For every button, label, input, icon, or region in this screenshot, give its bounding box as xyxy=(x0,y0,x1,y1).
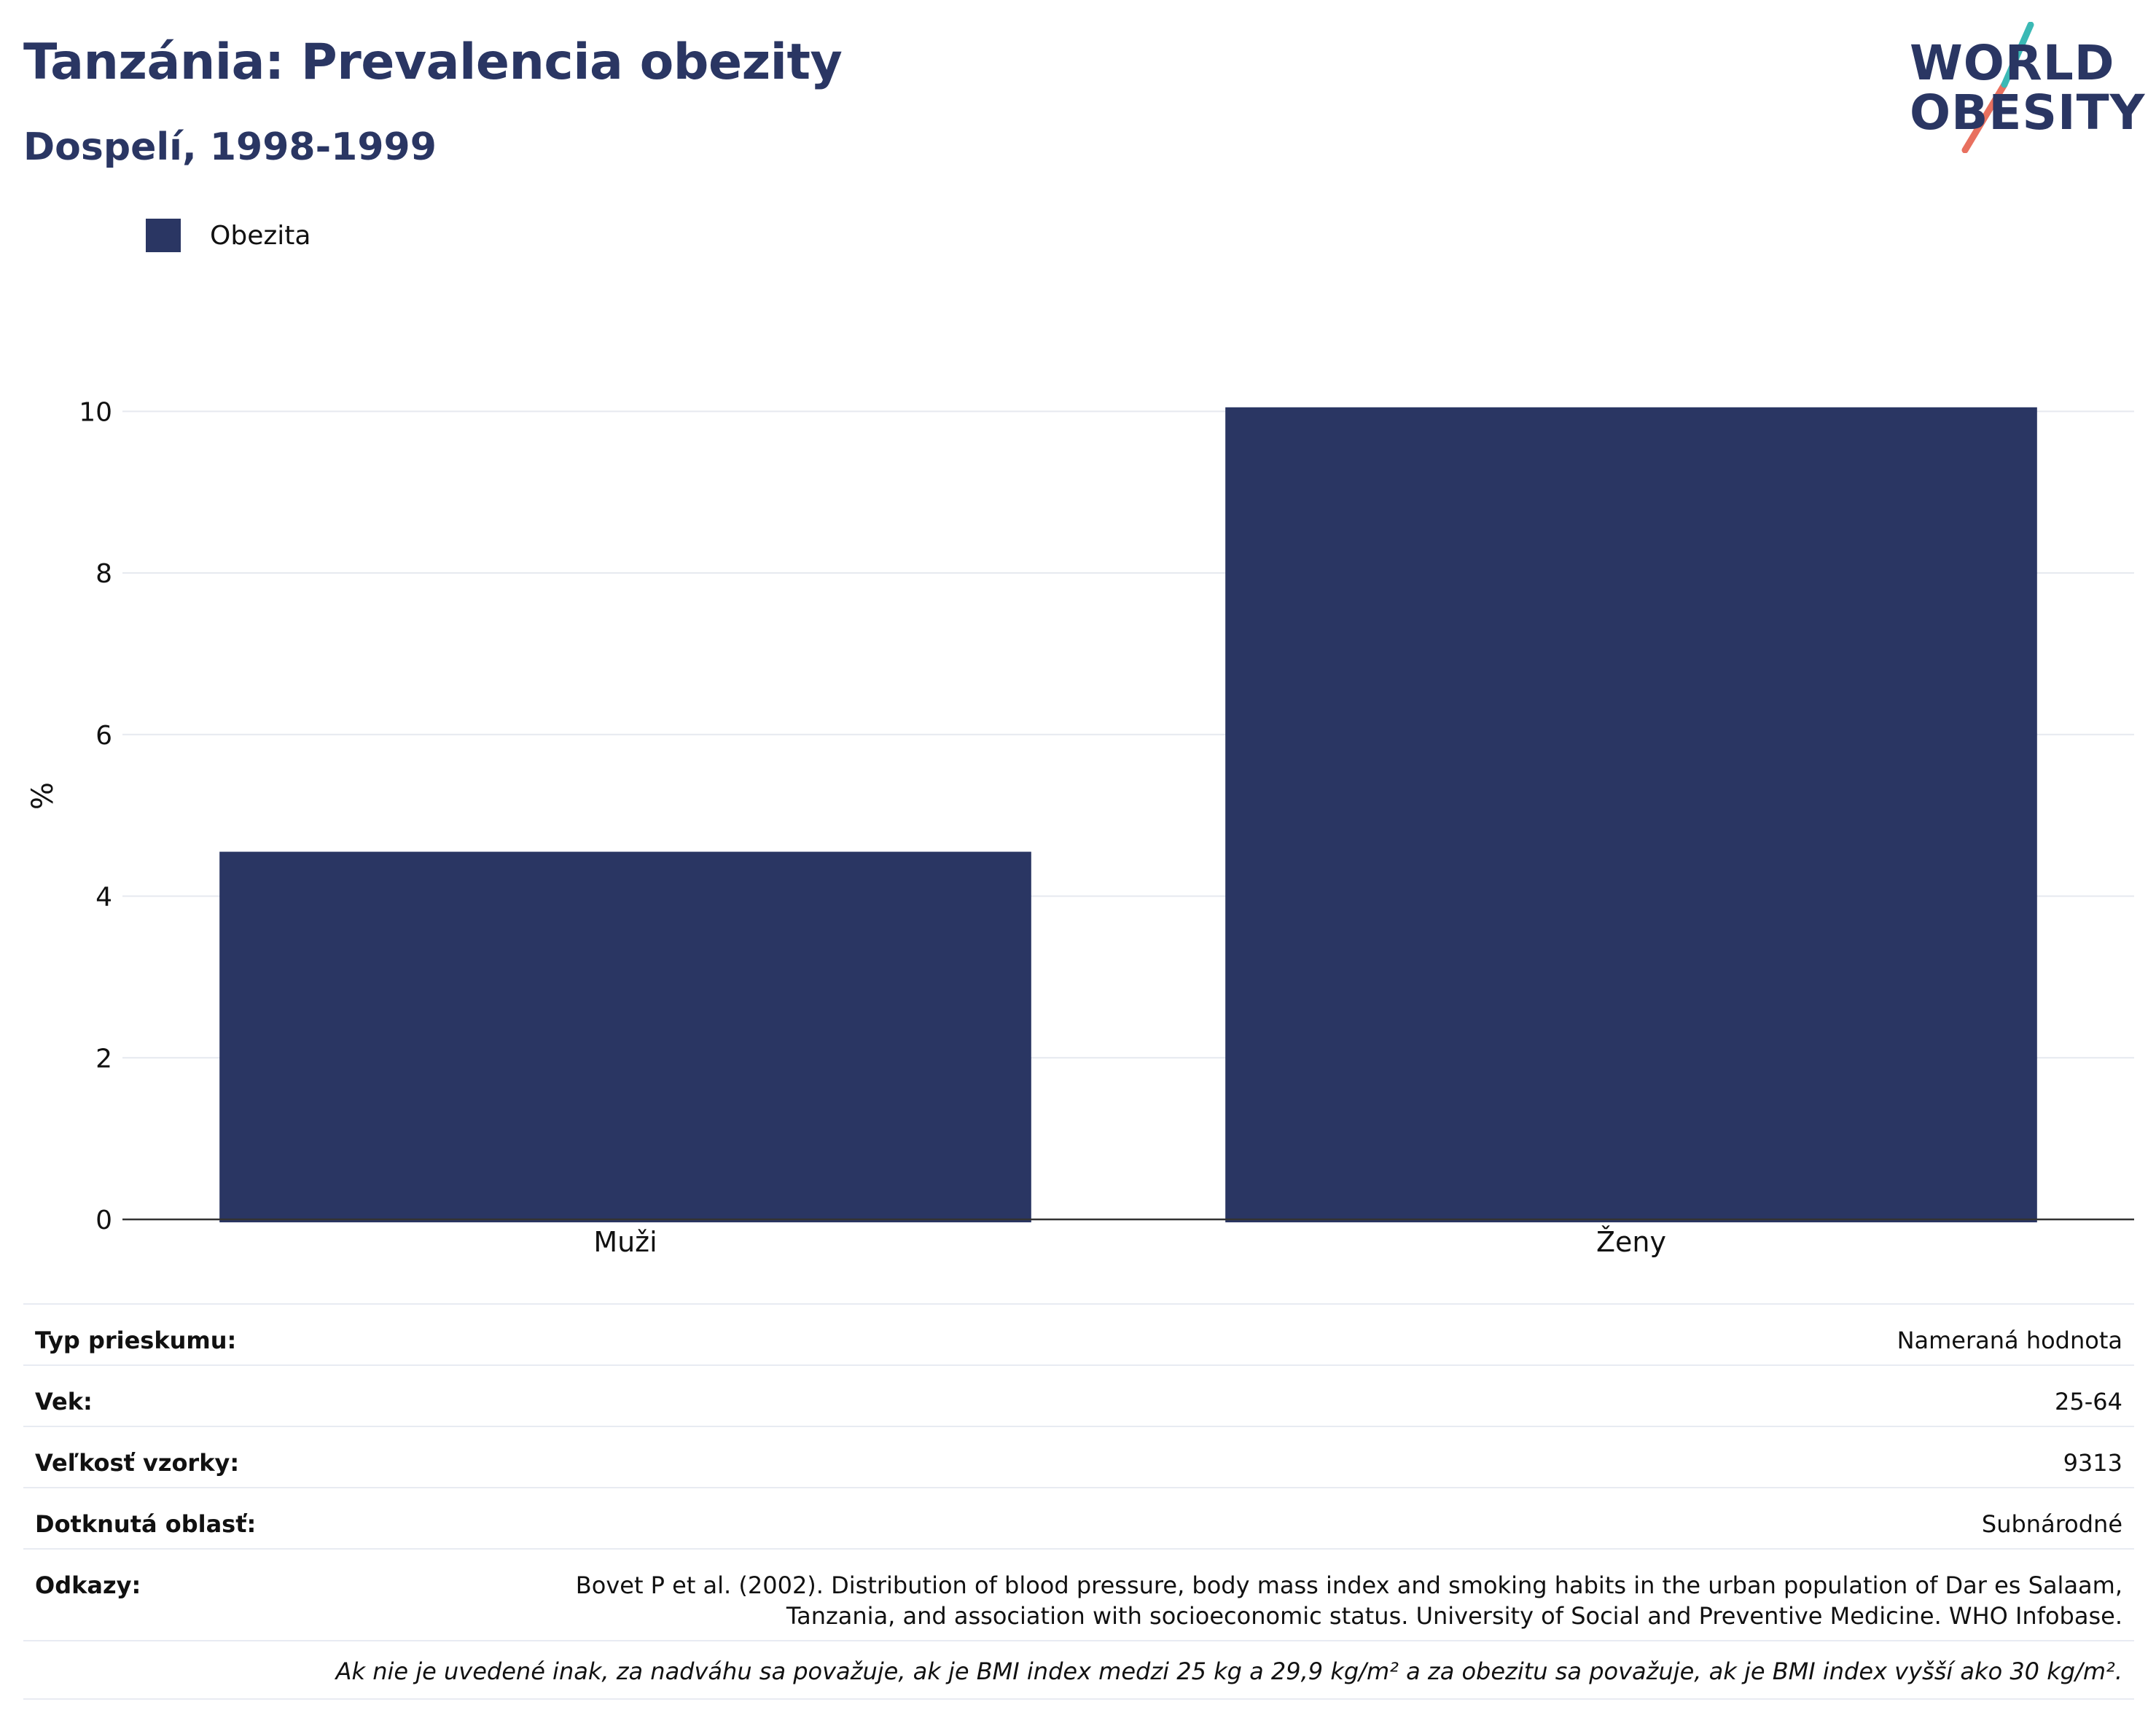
y-tick-label: 8 xyxy=(95,559,112,589)
info-row-area: Dotknutá oblasť: Subnárodné xyxy=(23,1487,2134,1548)
y-tick-label: 4 xyxy=(95,883,112,913)
y-tick-label: 6 xyxy=(95,721,112,751)
info-row-sample-size: Veľkosť vzorky: 9313 xyxy=(23,1426,2134,1487)
info-value-sample-size: 9313 xyxy=(2063,1449,2122,1477)
info-label-area: Dotknutá oblasť: xyxy=(35,1510,257,1538)
y-axis-title: % xyxy=(26,782,60,810)
info-row-age: Vek: 25-64 xyxy=(23,1364,2134,1426)
info-value-survey-type: Nameraná hodnota xyxy=(1897,1327,2122,1354)
legend-label-obezita: Obezita xyxy=(210,220,311,251)
y-tick-label: 2 xyxy=(95,1044,112,1074)
logo-word-obesity: OBESITY xyxy=(1910,85,2146,141)
info-label-age: Vek: xyxy=(35,1388,93,1415)
bar-chart: 0 2 4 6 8 10 Muži Ženy% xyxy=(0,364,2156,1283)
world-obesity-logo: WORLD OBESITY xyxy=(1895,22,2146,153)
chart-subtitle: Dospelí, 1998-1999 xyxy=(23,125,437,169)
bar-zeny xyxy=(1225,407,2037,1222)
logo-slash-icon xyxy=(1961,22,2034,153)
reference-line-2: Tanzania, and association with socioecon… xyxy=(786,1602,2122,1630)
info-row-references: Odkazy: Bovet P et al. (2002). Distribut… xyxy=(23,1548,2134,1640)
bar-chart-svg: 0 2 4 6 8 10 Muži Ženy% xyxy=(26,397,2134,1258)
reference-line-1: Bovet P et al. (2002). Distribution of b… xyxy=(575,1571,2122,1599)
y-tick-label: 0 xyxy=(95,1206,112,1235)
bmi-definition-note: Ak nie je uvedené inak, za nadváhu sa po… xyxy=(23,1640,2134,1700)
chart-legend[interactable]: Obezita xyxy=(146,219,310,252)
y-tick-label: 10 xyxy=(79,397,112,427)
info-value-area: Subnárodné xyxy=(1981,1510,2122,1538)
info-label-survey-type: Typ prieskumu: xyxy=(35,1327,237,1354)
info-label-references: Odkazy: xyxy=(35,1571,141,1599)
info-label-sample-size: Veľkosť vzorky: xyxy=(35,1449,240,1477)
chart-title: Tanzánia: Prevalencia obezity xyxy=(23,34,843,91)
legend-swatch-obezita xyxy=(146,219,181,252)
bar-muzi xyxy=(219,851,1031,1222)
logo-word-world: WORLD xyxy=(1910,35,2115,91)
info-row-survey-type: Typ prieskumu: Nameraná hodnota xyxy=(23,1303,2134,1364)
info-value-age: 25-64 xyxy=(2055,1388,2122,1415)
x-tick-label: Muži xyxy=(593,1226,657,1258)
info-value-references: Bovet P et al. (2002). Distribution of b… xyxy=(576,1570,2122,1631)
x-tick-label: Ženy xyxy=(1596,1226,1666,1258)
survey-info-table: Typ prieskumu: Nameraná hodnota Vek: 25-64 V… xyxy=(23,1303,2134,1700)
